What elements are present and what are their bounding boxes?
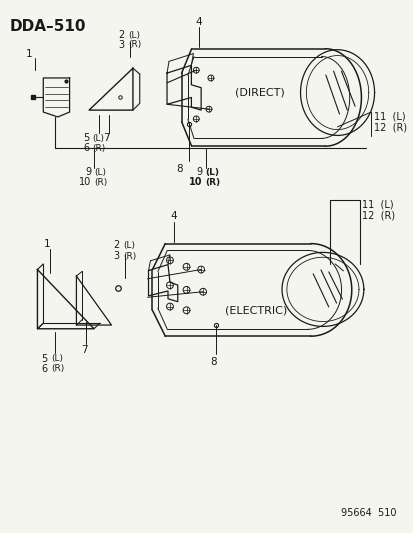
Text: 11  (L): 11 (L)	[362, 200, 393, 209]
Text: 3: 3	[113, 251, 119, 261]
Text: 1: 1	[44, 239, 50, 249]
Text: (DIRECT): (DIRECT)	[235, 87, 284, 98]
Text: (L): (L)	[128, 30, 140, 39]
Text: 7: 7	[103, 133, 110, 143]
Text: (R): (R)	[205, 177, 220, 187]
Text: 9: 9	[85, 167, 91, 177]
Text: 10: 10	[78, 177, 91, 187]
Text: 1: 1	[25, 49, 32, 59]
Text: 11  (L): 11 (L)	[373, 112, 405, 122]
Text: 9: 9	[196, 167, 202, 177]
Text: (ELECTRIC): (ELECTRIC)	[225, 305, 287, 315]
Text: 7: 7	[81, 344, 87, 354]
Text: (L): (L)	[123, 241, 135, 250]
Text: (R): (R)	[51, 364, 64, 373]
Text: (L): (L)	[51, 354, 63, 364]
Text: 2: 2	[118, 30, 124, 40]
Text: (R): (R)	[92, 143, 105, 152]
Text: 95664  510: 95664 510	[339, 508, 395, 519]
Text: DDA–510: DDA–510	[9, 20, 85, 35]
Text: (R): (R)	[128, 41, 141, 50]
Text: 8: 8	[176, 164, 183, 174]
Text: 2: 2	[113, 240, 119, 251]
Text: (L): (L)	[94, 168, 106, 177]
Text: (R): (R)	[94, 177, 107, 187]
Text: 5: 5	[83, 133, 89, 143]
Text: 6: 6	[41, 364, 47, 374]
Text: 12  (R): 12 (R)	[373, 123, 406, 133]
Text: 4: 4	[195, 18, 202, 27]
Text: (L): (L)	[205, 168, 219, 177]
Text: (L): (L)	[92, 134, 104, 143]
Text: 6: 6	[83, 143, 89, 153]
Text: 4: 4	[170, 211, 177, 221]
Text: 3: 3	[118, 40, 124, 50]
Text: 8: 8	[210, 357, 216, 367]
Text: 12  (R): 12 (R)	[362, 211, 395, 220]
Text: 5: 5	[41, 354, 47, 364]
Text: (R): (R)	[123, 252, 136, 261]
Text: 10: 10	[189, 177, 202, 187]
